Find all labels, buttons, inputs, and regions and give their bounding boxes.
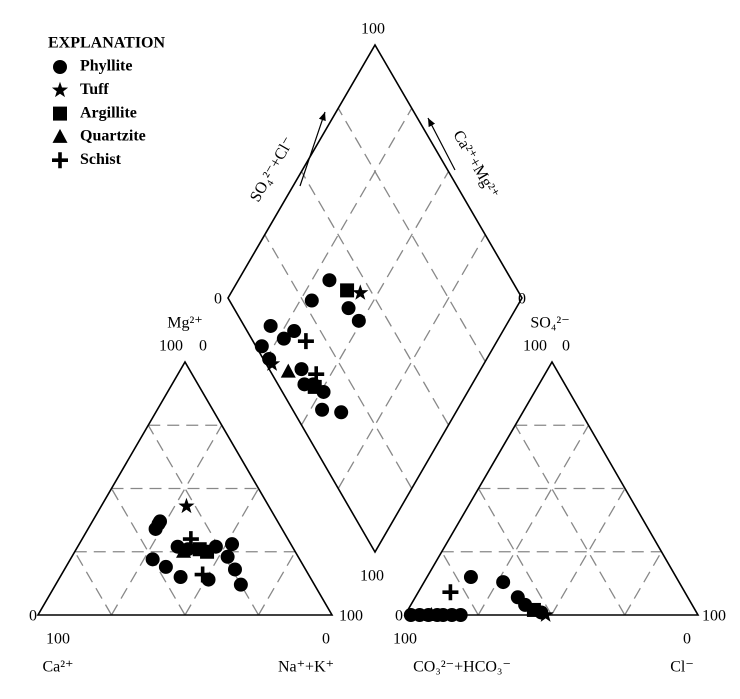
grid-line — [441, 551, 479, 616]
axis-label: 100 — [360, 568, 384, 585]
triangle-frame — [36, 360, 334, 616]
diamond-point — [340, 283, 355, 298]
legend-marker — [53, 106, 67, 121]
axis-label: 0 — [518, 291, 526, 308]
cation-point — [178, 497, 195, 514]
axis-label: 100 — [393, 631, 417, 648]
cation-point — [158, 559, 173, 574]
legend-label: Schist — [80, 151, 122, 168]
legend-title: EXPLANATION — [48, 35, 165, 52]
cation-point — [220, 549, 235, 564]
diamond-point — [308, 366, 325, 383]
triangle-frame — [403, 360, 700, 616]
grid-line — [477, 424, 590, 616]
cation-point — [182, 531, 199, 548]
grid-line — [337, 107, 486, 362]
diamond-point — [263, 318, 278, 333]
grid-line — [110, 488, 186, 616]
diamond-point — [287, 324, 302, 339]
diamond-point — [254, 339, 269, 354]
grid-line — [300, 171, 450, 426]
grid-line — [74, 551, 113, 616]
diamond-point — [276, 331, 291, 346]
axis-label: Ca²⁺ — [42, 659, 73, 676]
axis-label: 0 — [29, 608, 37, 625]
cation-point — [227, 562, 242, 577]
grid-line — [550, 488, 626, 616]
axis-label: 100 — [361, 21, 385, 38]
cation-point — [148, 521, 163, 536]
axis-label: Mg²⁺ — [167, 315, 202, 332]
cation-point — [173, 570, 188, 585]
grid-line — [337, 234, 486, 489]
axis-label: SO₄²⁻+Cl⁻ — [247, 134, 298, 205]
anion-point — [537, 606, 554, 622]
axis-label: 0 — [199, 338, 207, 355]
axis-label: Ca²⁺+Mg²⁺ — [449, 128, 501, 202]
diamond-point — [334, 405, 349, 420]
legend-marker — [52, 128, 68, 143]
legend-label: Tuff — [80, 81, 109, 98]
cation-point — [233, 577, 248, 592]
axis-label: 100 — [159, 338, 183, 355]
legend-label: Phyllite — [80, 58, 132, 75]
anion-point — [453, 608, 468, 622]
axis-label: SO₄²⁻ — [530, 315, 569, 332]
legend-label: Quartzite — [80, 128, 146, 145]
axis-label: 100 — [339, 608, 363, 625]
anion-point — [463, 570, 478, 585]
grid-line — [514, 424, 626, 616]
axis-arrow — [427, 117, 456, 171]
legend-label: Argillite — [80, 104, 137, 121]
cation-point — [200, 544, 215, 559]
legend-marker — [52, 152, 68, 169]
axis-label: 0 — [562, 338, 570, 355]
grid-line — [257, 551, 296, 616]
cation-point — [145, 552, 160, 567]
anion-point — [442, 584, 459, 601]
axis-label: CO₃²⁻+HCO₃⁻ — [413, 659, 511, 676]
axis-label: 100 — [523, 338, 547, 355]
axis-label: 100 — [46, 631, 70, 648]
cation-point — [194, 566, 211, 583]
grid-line — [477, 488, 553, 616]
grid-line — [624, 551, 663, 616]
diamond-frame — [227, 43, 523, 554]
grid-line — [264, 234, 413, 489]
diamond-point — [351, 313, 366, 328]
grid-line — [147, 424, 260, 616]
diamond-point — [294, 362, 309, 377]
grid-line — [264, 107, 413, 362]
cation-point — [176, 543, 192, 558]
anion-point — [496, 575, 511, 590]
diamond-point — [352, 284, 369, 300]
grid-line — [184, 488, 260, 616]
axis-label: 0 — [683, 631, 691, 648]
diamond-point — [297, 333, 314, 350]
diamond-point — [341, 301, 356, 316]
diamond-point — [264, 355, 281, 371]
axis-arrow — [299, 111, 326, 187]
axis-label: 0 — [322, 631, 330, 648]
diamond-point — [322, 273, 337, 288]
axis-label: 100 — [702, 608, 726, 625]
grid-line — [300, 171, 450, 426]
diamond-point — [307, 379, 322, 394]
grid-line — [110, 424, 223, 616]
diamond-point — [280, 363, 296, 378]
legend-marker — [53, 60, 67, 74]
axis-label: 0 — [214, 291, 222, 308]
axis-label: Cl⁻ — [670, 659, 694, 676]
axis-label: 0 — [395, 608, 403, 625]
cation-point — [225, 537, 240, 552]
axis-label: Na⁺+K⁺ — [278, 659, 334, 676]
anion-point — [423, 607, 439, 621]
diamond-point — [304, 293, 319, 308]
diamond-point — [315, 402, 330, 417]
legend-marker — [51, 81, 69, 98]
anion-point — [526, 602, 541, 617]
